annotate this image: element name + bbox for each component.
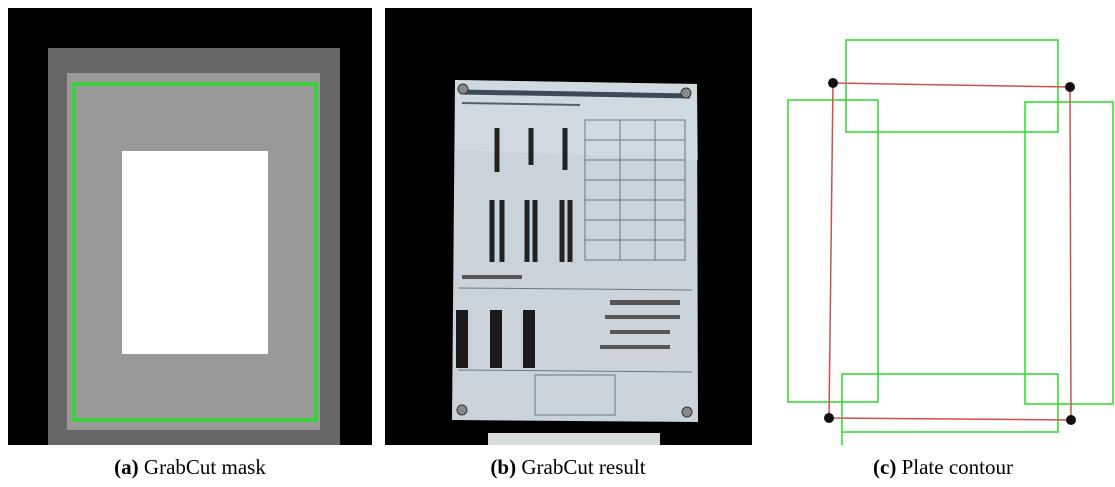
caption-text: Plate contour — [902, 455, 1013, 479]
panel-label: (c) — [873, 455, 896, 479]
caption-a: (a) GrabCut mask — [114, 455, 266, 479]
panel-c-image — [765, 8, 1115, 445]
panel-label: (b) — [490, 455, 516, 479]
figure: (a) GrabCut mask (b) GrabCut result (c) … — [0, 0, 1115, 487]
panel-label: (a) — [114, 455, 139, 479]
page: (a) GrabCut mask (b) GrabCut result (c) … — [0, 0, 1115, 487]
panel-a-image — [8, 8, 372, 445]
panel-b-image — [385, 8, 752, 445]
caption-text: GrabCut mask — [144, 455, 266, 479]
caption-b: (b) GrabCut result — [490, 455, 645, 479]
caption-text: GrabCut result — [521, 455, 645, 479]
caption-c: (c) Plate contour — [873, 455, 1013, 479]
